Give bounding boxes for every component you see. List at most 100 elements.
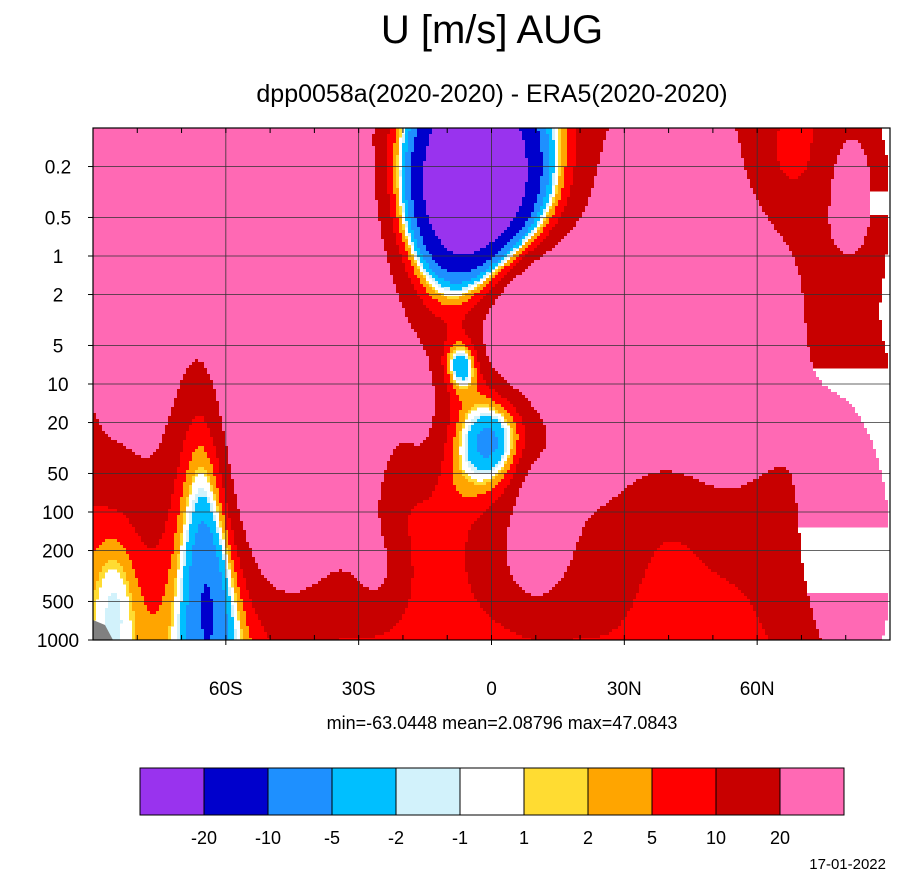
field-cell: [534, 233, 540, 237]
field-cell: [189, 566, 219, 570]
field-cell: [507, 557, 573, 561]
field-cell: [411, 263, 417, 267]
field-cell: [216, 554, 222, 558]
field-cell: [465, 551, 507, 555]
field-cell: [93, 380, 180, 384]
field-cell: [138, 578, 168, 582]
field-cell: [189, 521, 192, 525]
field-cell: [210, 461, 219, 465]
field-cell: [189, 464, 213, 468]
field-cell: [186, 545, 192, 549]
field-cell: [180, 623, 186, 627]
field-cell: [177, 560, 180, 564]
field-cell: [489, 266, 495, 270]
field-cell: [558, 137, 561, 141]
field-cell: [780, 167, 807, 171]
field-cell: [381, 491, 432, 495]
field-cell: [249, 626, 264, 630]
field-cell: [813, 131, 882, 135]
field-cell: [519, 494, 618, 498]
field-cell: [243, 527, 381, 531]
field-cell: [837, 155, 867, 159]
field-cell: [189, 593, 201, 597]
field-cell: [492, 257, 501, 261]
field-cell: [96, 581, 102, 585]
field-cell: [561, 152, 567, 156]
field-cell: [561, 188, 570, 192]
field-cell: [102, 425, 165, 429]
field-cell: [387, 257, 402, 261]
field-cell: [567, 137, 576, 141]
field-cell: [540, 215, 543, 219]
field-cell: [141, 455, 150, 459]
field-cell: [216, 500, 219, 504]
field-cell: [660, 545, 687, 549]
field-cell: [408, 524, 471, 528]
field-cell: [561, 170, 564, 174]
x-tick-label: 30N: [607, 679, 642, 700]
field-cell: [549, 218, 558, 222]
field-cell: [441, 473, 453, 477]
field-cell: [462, 302, 477, 306]
field-cell: [396, 134, 399, 138]
field-cell: [486, 380, 507, 384]
field-cell: [210, 638, 228, 641]
field-cell: [177, 521, 183, 525]
field-cell: [513, 431, 516, 435]
field-cell: [813, 611, 888, 615]
field-cell: [228, 635, 234, 639]
field-cell: [228, 542, 234, 546]
field-cell: [447, 428, 456, 432]
field-cell: [129, 554, 171, 558]
field-cell: [468, 449, 477, 453]
field-cell: [447, 269, 471, 273]
field-cell: [231, 569, 234, 573]
field-cell: [456, 434, 459, 438]
field-cell: [234, 479, 384, 483]
field-cell: [447, 353, 450, 357]
field-cell: [423, 500, 495, 504]
field-cell: [588, 203, 759, 207]
field-cell: [396, 161, 399, 165]
field-cell: [870, 176, 888, 180]
field-cell: [504, 473, 513, 477]
field-cell: [219, 410, 435, 414]
field-cell: [831, 236, 864, 240]
field-cell: [405, 155, 411, 159]
field-cell: [189, 533, 195, 537]
field-cell: [237, 593, 240, 597]
field-cell: [549, 170, 555, 174]
field-cell: [201, 617, 213, 621]
field-cell: [504, 449, 507, 453]
field-cell: [93, 431, 105, 435]
colorbar-label: 1: [519, 828, 529, 848]
field-cell: [429, 497, 498, 501]
field-cell: [93, 158, 375, 162]
field-cell: [453, 371, 456, 375]
field-cell: [177, 473, 186, 477]
field-cell: [558, 131, 561, 135]
field-cell: [804, 314, 879, 318]
field-cell: [129, 587, 141, 591]
field-cell: [555, 224, 576, 228]
field-cell: [441, 242, 489, 246]
field-cell: [522, 197, 537, 201]
field-cell: [93, 389, 177, 393]
field-cell: [561, 164, 567, 168]
field-cell: [411, 179, 423, 183]
field-cell: [222, 554, 225, 558]
field-cell: [504, 437, 507, 441]
field-cell: [474, 416, 480, 420]
field-cell: [516, 263, 531, 267]
field-cell: [402, 155, 405, 159]
field-cell: [159, 608, 171, 612]
field-cell: [93, 614, 96, 618]
field-cell: [159, 542, 174, 546]
field-cell: [222, 578, 228, 582]
field-cell: [228, 458, 390, 462]
field-cell: [237, 617, 240, 621]
field-cell: [549, 590, 639, 594]
field-cell: [210, 527, 216, 531]
field-cell: [519, 206, 534, 210]
field-cell: [228, 533, 234, 537]
